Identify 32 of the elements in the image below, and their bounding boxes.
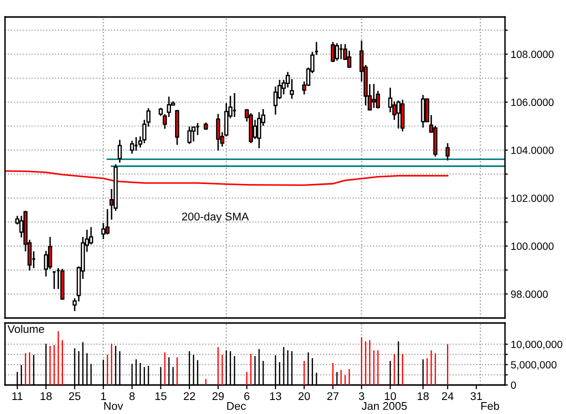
x-tick-label: 18 [418,392,429,400]
x-tick-label: 10 [384,392,396,400]
chart-title: Volume [8,324,44,334]
x-tick-label: 27 [327,392,338,400]
y-tick-label: 108.0000 [511,50,554,58]
x-tick-label: 25 [69,392,80,400]
ref-line-label: Jan 2005 [362,402,407,410]
x-tick-label: 11 [12,392,23,400]
x-tick-label: 22 [184,392,196,400]
x-tick-label: 3 [358,392,364,400]
ref-line-label: Nov [104,402,124,410]
ref-line-label: Feb [481,402,500,410]
x-tick-label: 24 [442,392,454,400]
y-tick-label: 100.0000 [511,242,554,250]
x-tick-label: 13 [270,392,282,400]
ref-line-label: Dec [227,402,246,410]
y-tick-label: 5,000,000 [510,361,556,370]
y-tick-label: 0 [510,382,516,389]
x-tick-label: 1 [101,392,106,400]
x-tick-label: 31 [470,392,482,400]
x-tick-label: 6 [244,392,250,400]
x-tick-label: 8 [129,392,135,400]
x-tick-label: 15 [155,392,166,400]
y-tick-label: 104.0000 [511,146,554,154]
y-tick-label: 106.0000 [511,98,554,106]
y-tick-label: 98.0000 [511,290,548,298]
x-tick-label: 29 [212,392,224,400]
x-tick-label: 20 [298,392,310,400]
text: 200-day SMA [182,212,249,223]
x-tick-label: 18 [40,392,52,400]
y-tick-label: 10,000,000 [511,340,562,350]
y-tick-label: 102.0000 [511,194,554,202]
